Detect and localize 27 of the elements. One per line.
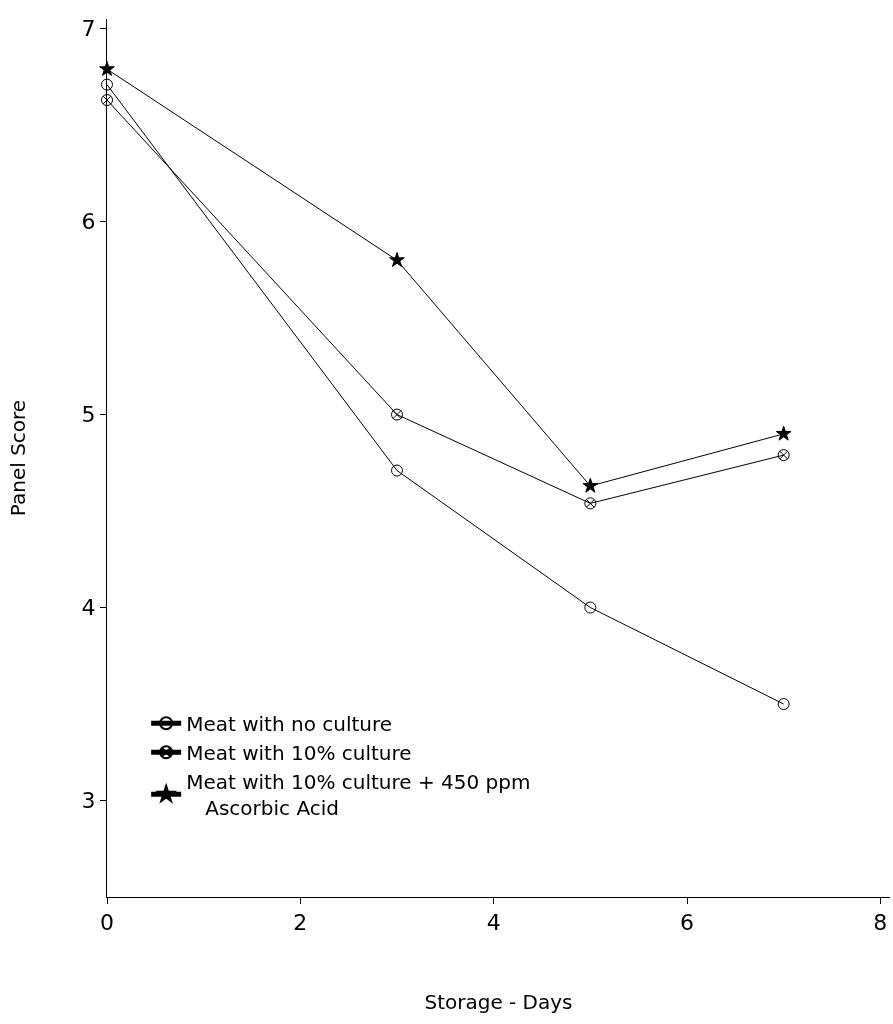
x-tick-label: 0: [100, 910, 114, 936]
y-tick-label: 7: [81, 16, 96, 42]
point: [582, 477, 599, 493]
point: [391, 408, 403, 421]
x-tick-label: 8: [873, 910, 888, 936]
point: [777, 698, 790, 711]
y-tick-label: 4: [81, 595, 96, 621]
point: [101, 94, 113, 106]
x-axis-title: Storage - Days: [424, 989, 573, 1014]
point: [775, 425, 792, 441]
point: [391, 464, 403, 477]
x-tick-label: 4: [486, 910, 501, 936]
y-axis-title: Panel Score: [6, 399, 31, 517]
point: [101, 78, 113, 91]
point: [777, 449, 790, 462]
point: [389, 252, 405, 267]
x-tick-label: 6: [680, 910, 694, 936]
y-tick-label: 3: [81, 788, 96, 814]
point: [584, 497, 597, 510]
y-tick-label: 5: [81, 402, 96, 428]
point: [584, 601, 597, 614]
point: [99, 60, 115, 76]
legend-label: Meat with 10% culture + 450 ppm Ascorbic Acid: [186, 770, 531, 821]
x-tick-label: 2: [293, 910, 308, 936]
legend-label: Meat with no culture: [186, 712, 393, 737]
legend-label: Meat with 10% culture: [186, 741, 412, 766]
y-tick-label: 6: [81, 209, 96, 235]
